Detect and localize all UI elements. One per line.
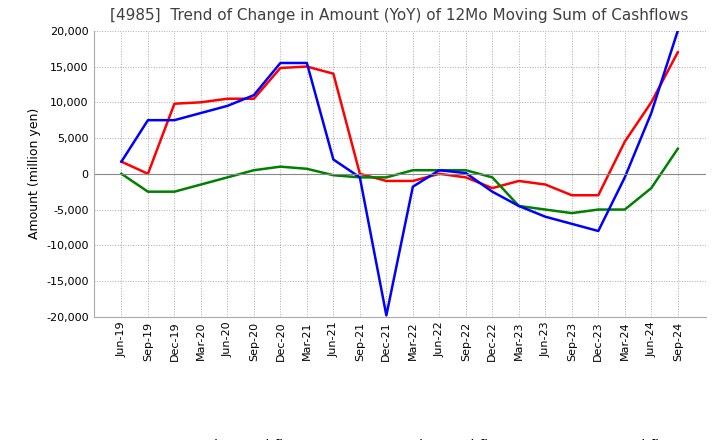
Free Cashflow <box>541 214 549 219</box>
Operating Cashflow <box>673 50 682 55</box>
Operating Cashflow <box>541 182 549 187</box>
Free Cashflow <box>223 103 232 109</box>
Investing Cashflow <box>117 171 126 176</box>
Free Cashflow <box>408 184 417 189</box>
Line: Operating Cashflow: Operating Cashflow <box>122 52 678 195</box>
Investing Cashflow <box>515 203 523 209</box>
Free Cashflow <box>594 228 603 234</box>
Investing Cashflow <box>170 189 179 194</box>
Free Cashflow <box>621 175 629 180</box>
Investing Cashflow <box>250 168 258 173</box>
Operating Cashflow <box>647 99 656 105</box>
Investing Cashflow <box>647 186 656 191</box>
Operating Cashflow <box>302 64 311 69</box>
Free Cashflow <box>567 221 576 227</box>
Free Cashflow <box>250 92 258 98</box>
Free Cashflow <box>170 117 179 123</box>
Operating Cashflow <box>143 171 152 176</box>
Investing Cashflow <box>223 175 232 180</box>
Operating Cashflow <box>223 96 232 101</box>
Free Cashflow <box>488 189 497 194</box>
Investing Cashflow <box>541 207 549 212</box>
Free Cashflow <box>143 117 152 123</box>
Operating Cashflow <box>462 175 470 180</box>
Investing Cashflow <box>356 175 364 180</box>
Y-axis label: Amount (million yen): Amount (million yen) <box>27 108 40 239</box>
Investing Cashflow <box>302 166 311 172</box>
Investing Cashflow <box>197 182 205 187</box>
Operating Cashflow <box>382 178 391 183</box>
Operating Cashflow <box>408 178 417 183</box>
Investing Cashflow <box>621 207 629 212</box>
Operating Cashflow <box>276 65 284 70</box>
Investing Cashflow <box>329 172 338 178</box>
Operating Cashflow <box>488 186 497 191</box>
Legend: Operating Cashflow, Investing Cashflow, Free Cashflow: Operating Cashflow, Investing Cashflow, … <box>115 433 684 440</box>
Operating Cashflow <box>197 99 205 105</box>
Free Cashflow <box>329 157 338 162</box>
Operating Cashflow <box>594 193 603 198</box>
Free Cashflow <box>673 28 682 33</box>
Operating Cashflow <box>329 71 338 76</box>
Free Cashflow <box>382 313 391 318</box>
Investing Cashflow <box>408 168 417 173</box>
Free Cashflow <box>356 175 364 180</box>
Operating Cashflow <box>435 171 444 176</box>
Investing Cashflow <box>143 189 152 194</box>
Operating Cashflow <box>515 178 523 183</box>
Investing Cashflow <box>382 175 391 180</box>
Operating Cashflow <box>250 96 258 101</box>
Operating Cashflow <box>621 139 629 144</box>
Line: Free Cashflow: Free Cashflow <box>122 31 678 315</box>
Line: Investing Cashflow: Investing Cashflow <box>122 149 678 213</box>
Operating Cashflow <box>356 171 364 176</box>
Investing Cashflow <box>594 207 603 212</box>
Investing Cashflow <box>462 168 470 173</box>
Free Cashflow <box>302 60 311 66</box>
Free Cashflow <box>647 110 656 116</box>
Investing Cashflow <box>276 164 284 169</box>
Free Cashflow <box>515 203 523 209</box>
Investing Cashflow <box>435 168 444 173</box>
Title: [4985]  Trend of Change in Amount (YoY) of 12Mo Moving Sum of Cashflows: [4985] Trend of Change in Amount (YoY) o… <box>110 7 689 23</box>
Free Cashflow <box>117 159 126 164</box>
Investing Cashflow <box>488 175 497 180</box>
Operating Cashflow <box>567 193 576 198</box>
Operating Cashflow <box>117 159 126 164</box>
Free Cashflow <box>462 170 470 176</box>
Free Cashflow <box>276 60 284 66</box>
Free Cashflow <box>435 168 444 173</box>
Investing Cashflow <box>673 146 682 151</box>
Free Cashflow <box>197 110 205 116</box>
Operating Cashflow <box>170 101 179 106</box>
Investing Cashflow <box>567 210 576 216</box>
